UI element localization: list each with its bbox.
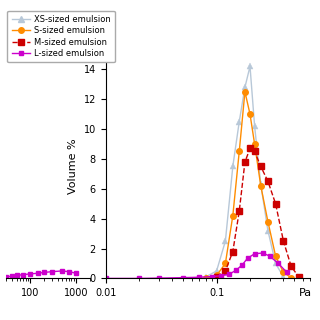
Y-axis label: Volume %: Volume % — [68, 139, 78, 194]
Legend: XS-sized emulsion, S-sized emulsion, M-sized emulsion, L-sized emulsion: XS-sized emulsion, S-sized emulsion, M-s… — [7, 11, 115, 62]
Text: B: B — [89, 30, 100, 45]
Text: Pa: Pa — [299, 288, 312, 298]
